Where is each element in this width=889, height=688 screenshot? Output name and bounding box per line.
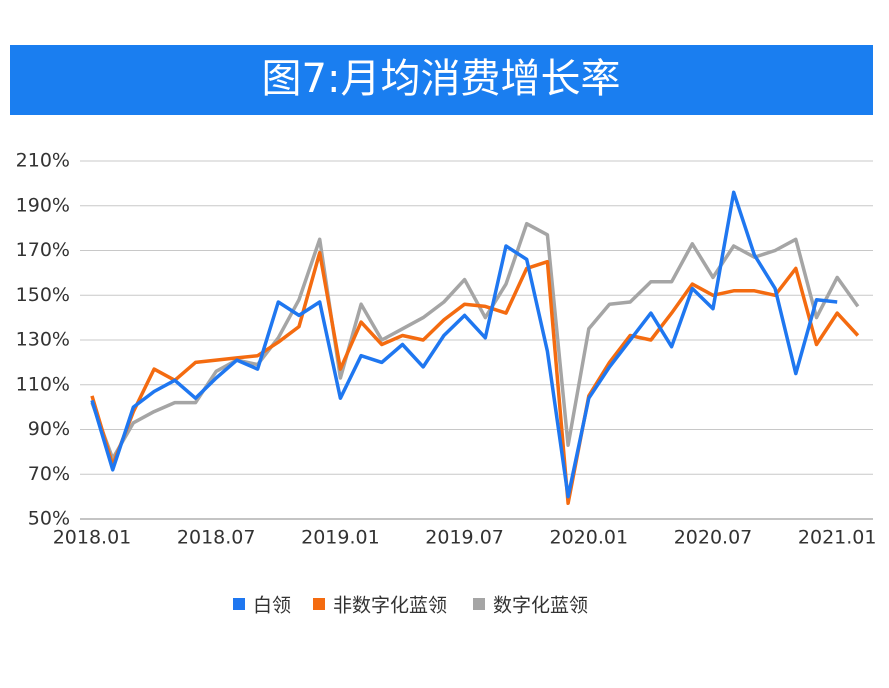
x-tick-label: 2020.01 (550, 527, 629, 549)
x-tick-label: 2021.01 (798, 527, 877, 549)
y-tick-label: 50% (28, 508, 70, 530)
chart-title: 图7:月均消费增长率 (262, 56, 621, 102)
legend-swatch (233, 598, 245, 610)
y-tick-label: 150% (16, 284, 70, 306)
legend-label: 白领 (253, 595, 291, 617)
legend-label: 数字化蓝领 (493, 595, 588, 617)
x-tick-label: 2019.01 (301, 527, 380, 549)
y-tick-label: 70% (28, 463, 70, 485)
y-tick-label: 190% (16, 194, 70, 216)
y-tick-label: 210% (16, 150, 70, 172)
y-tick-label: 90% (28, 418, 70, 440)
series-line (90, 221, 860, 461)
x-tick-label: 2018.01 (53, 527, 132, 549)
legend-swatch (313, 598, 325, 610)
x-tick-label: 2019.07 (425, 527, 504, 549)
series-line (90, 190, 838, 499)
title-banner (10, 45, 873, 115)
y-tick-label: 110% (16, 373, 70, 395)
series-line (90, 250, 860, 506)
x-tick-label: 2018.07 (177, 527, 256, 549)
y-tick-label: 170% (16, 239, 70, 261)
y-tick-label: 130% (16, 329, 70, 351)
legend-label: 非数字化蓝领 (333, 595, 447, 617)
x-tick-label: 2020.07 (674, 527, 753, 549)
legend-swatch (473, 598, 485, 610)
